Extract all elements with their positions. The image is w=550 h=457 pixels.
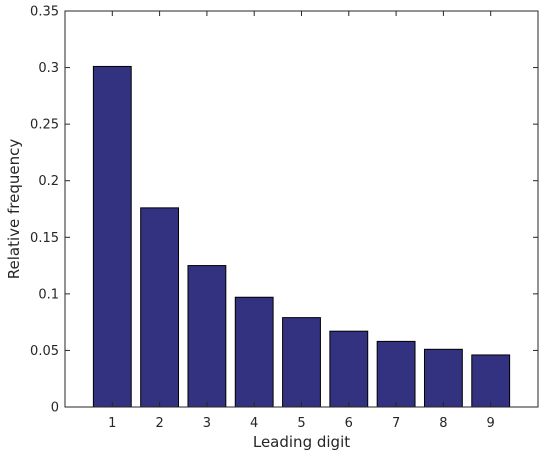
x-tick-label: 5 xyxy=(297,416,305,431)
y-tick-label: 0.25 xyxy=(30,118,59,133)
x-tick-label: 8 xyxy=(439,416,447,431)
y-axis: 0 0.05 0.1 0.15 0.2 0.25 0.3 0.35 xyxy=(30,5,538,416)
bar-4 xyxy=(234,296,274,408)
x-tick-label: 3 xyxy=(203,416,211,431)
y-tick-label: 0.3 xyxy=(38,61,59,76)
y-tick-label: 0.15 xyxy=(30,231,59,246)
y-tick-label: 0.1 xyxy=(38,287,59,302)
x-tick-label: 4 xyxy=(250,416,258,431)
x-tick-label: 7 xyxy=(392,416,400,431)
x-axis: 1 2 3 4 5 6 7 8 9 xyxy=(108,11,495,431)
x-axis-label: Leading digit xyxy=(253,433,350,451)
bar-5 xyxy=(282,317,321,408)
bars xyxy=(92,65,511,408)
bar-2 xyxy=(140,207,180,408)
y-tick-label: 0.05 xyxy=(30,344,59,359)
x-tick-label: 6 xyxy=(345,416,353,431)
x-tick-label: 2 xyxy=(155,416,163,431)
bar-1 xyxy=(92,65,132,408)
bar-8 xyxy=(423,348,463,408)
x-tick-label: 1 xyxy=(108,416,116,431)
bar-9 xyxy=(471,354,511,408)
x-tick-label: 9 xyxy=(487,416,495,431)
bar-3 xyxy=(187,265,227,408)
y-axis-label: Relative frequency xyxy=(5,139,23,280)
bar-7 xyxy=(376,340,416,408)
y-tick-label: 0.2 xyxy=(38,174,59,189)
y-tick-label: 0.35 xyxy=(30,5,59,20)
bar-6 xyxy=(329,330,369,408)
y-tick-label: 0 xyxy=(51,401,59,416)
